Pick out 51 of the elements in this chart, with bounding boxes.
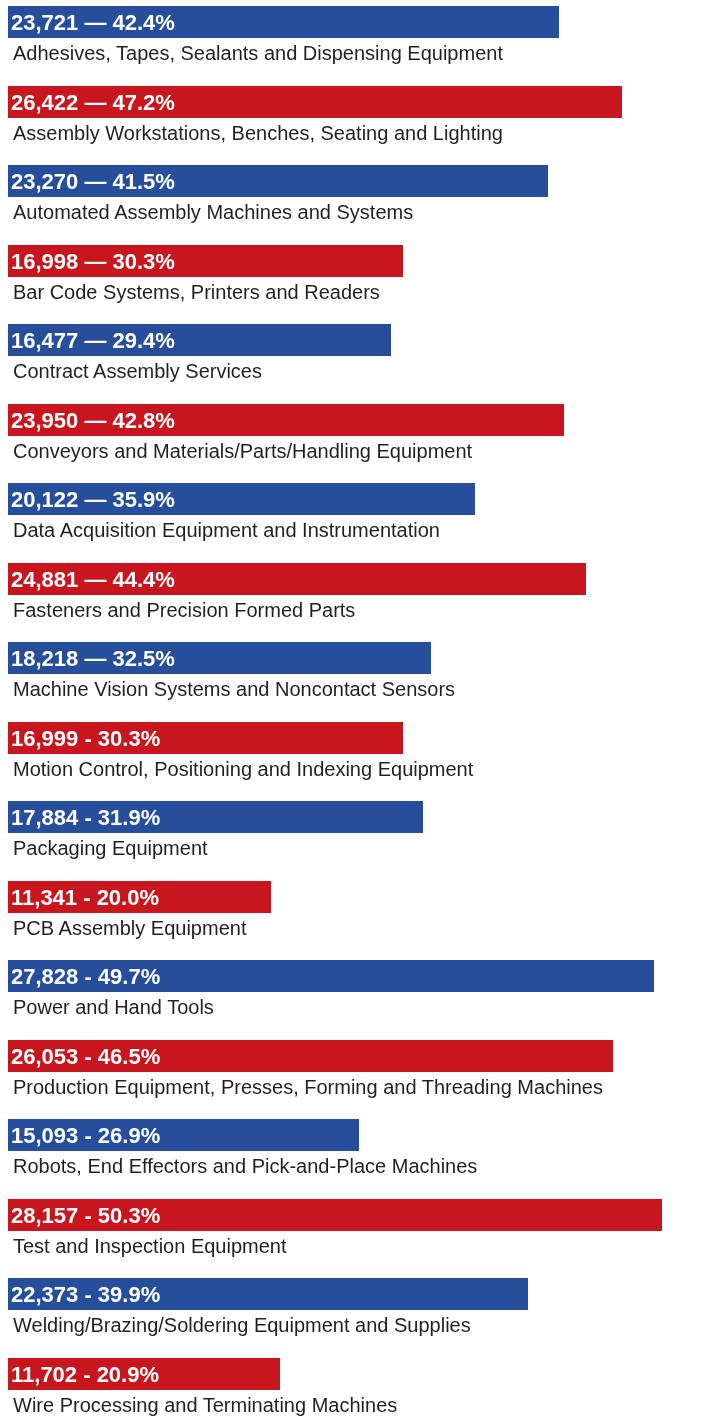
bar: [8, 1040, 613, 1072]
y-tick-label: Packaging Equipment: [13, 837, 209, 859]
y-tick-label: Automated Assembly Machines and Systems: [13, 201, 414, 223]
y-tick-label: Bar Code Systems, Printers and Readers: [13, 281, 380, 303]
y-tick-label: Conveyors and Materials/Parts/Handling Equipment: [13, 440, 473, 462]
bar: [8, 165, 548, 197]
y-tick-label: Test and Inspection Equipment: [13, 1235, 287, 1257]
y-tick-label: Adhesives, Tapes, Sealants and Dispensing Equipment: [13, 42, 504, 64]
data-label: 16,999 - 30.3%: [11, 725, 161, 751]
bar: [8, 86, 622, 118]
y-tick-label: Assembly Workstations, Benches, Seating and Lighting: [13, 122, 503, 144]
data-label: 23,270 — 41.5%: [11, 168, 175, 194]
data-label: 16,477 — 29.4%: [11, 327, 175, 353]
bar: [8, 801, 423, 833]
bar: [8, 1278, 528, 1310]
data-label: 26,422 — 47.2%: [11, 89, 175, 115]
bar: [8, 245, 403, 277]
data-label: 15,093 - 26.9%: [11, 1122, 161, 1148]
bar: [8, 6, 559, 38]
data-label: 20,122 — 35.9%: [11, 486, 175, 512]
bar: [8, 324, 391, 356]
y-tick-label: Power and Hand Tools: [13, 996, 214, 1018]
data-label: 23,721 — 42.4%: [11, 9, 175, 35]
bar: [8, 960, 654, 992]
y-tick-label: Data Acquisition Equipment and Instrumentation: [13, 519, 440, 541]
bar: [8, 642, 431, 674]
bar: [8, 404, 564, 436]
data-label: 11,702 - 20.9%: [11, 1361, 160, 1387]
data-label: 24,881 — 44.4%: [11, 566, 175, 592]
bar: [8, 722, 403, 754]
bar: [8, 563, 586, 595]
data-label: 11,341 - 20.0%: [11, 884, 160, 910]
data-label: 18,218 — 32.5%: [11, 645, 175, 671]
data-label: 27,828 - 49.7%: [11, 963, 161, 989]
y-tick-label: Welding/Brazing/Soldering Equipment and Supplies: [13, 1314, 471, 1336]
data-label: 28,157 - 50.3%: [11, 1202, 161, 1228]
y-tick-label: Machine Vision Systems and Noncontact Sensors: [13, 678, 456, 700]
data-label: 16,998 — 30.3%: [11, 248, 175, 274]
y-tick-label: Motion Control, Positioning and Indexing Equipment: [13, 758, 474, 780]
data-label: 17,884 - 31.9%: [11, 804, 161, 830]
y-tick-label: Production Equipment, Presses, Forming and Threading Machines: [13, 1076, 603, 1098]
y-tick-label: PCB Assembly Equipment: [13, 917, 247, 939]
bar: [8, 1199, 662, 1231]
y-tick-label: Robots, End Effectors and Pick-and-Place Machines: [13, 1155, 478, 1177]
data-label: 26,053 - 46.5%: [11, 1043, 161, 1069]
y-tick-label: Contract Assembly Services: [13, 360, 262, 382]
y-tick-label: Wire Processing and Terminating Machines: [13, 1394, 398, 1416]
bar: [8, 483, 475, 515]
data-label: 22,373 - 39.9%: [11, 1281, 161, 1307]
data-label: 23,950 — 42.8%: [11, 407, 175, 433]
y-tick-label: Fasteners and Precision Formed Parts: [13, 599, 356, 621]
